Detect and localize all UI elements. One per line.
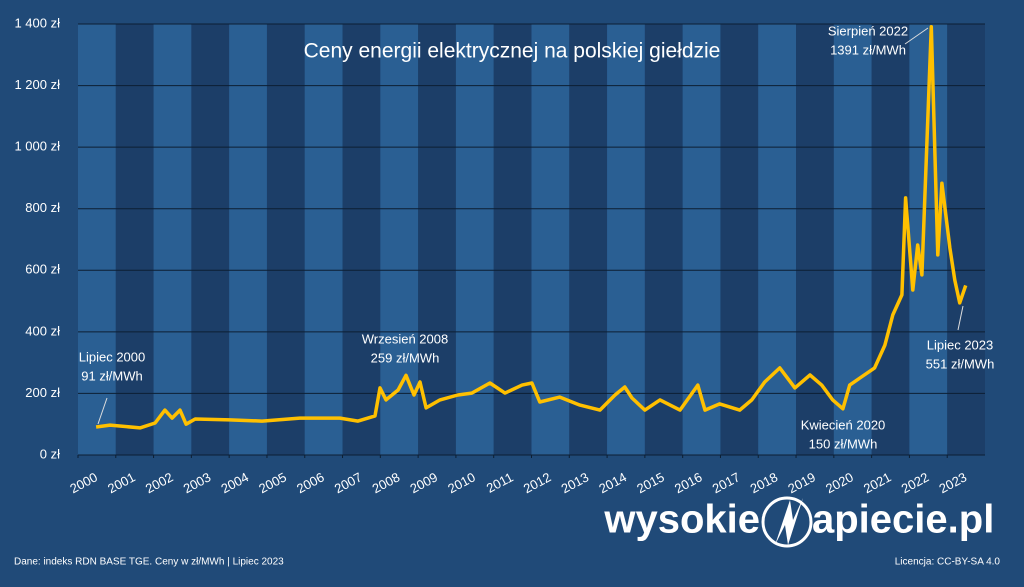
logo-left: wysokie bbox=[603, 498, 760, 542]
chart-title: Ceny energii elektrycznej na polskiej gi… bbox=[304, 40, 721, 63]
y-tick-label: 200 zł bbox=[25, 385, 60, 400]
annotation: Lipiec 2000 bbox=[79, 349, 146, 364]
year-band bbox=[607, 24, 645, 455]
y-tick-label: 800 zł bbox=[25, 200, 60, 215]
year-band bbox=[304, 24, 343, 455]
annotation: Sierpień 2022 bbox=[828, 23, 908, 38]
year-band bbox=[380, 24, 419, 455]
y-tick-label: 1 200 zł bbox=[14, 77, 60, 92]
year-band bbox=[947, 24, 985, 455]
year-band bbox=[78, 24, 116, 455]
year-band bbox=[720, 24, 759, 455]
year-band bbox=[682, 24, 721, 455]
y-tick-label: 400 zł bbox=[25, 323, 60, 338]
annotation: Kwiecień 2020 bbox=[801, 417, 886, 432]
y-tick-label: 0 zł bbox=[40, 446, 60, 461]
year-band bbox=[191, 24, 230, 455]
year-band bbox=[153, 24, 192, 455]
annotation: 1391 zł/MWh bbox=[830, 42, 906, 57]
y-tick-label: 600 zł bbox=[25, 262, 60, 277]
year-band bbox=[342, 24, 381, 455]
y-tick-label: 1 000 zł bbox=[14, 139, 60, 154]
license-note: Licencja: CC-BY-SA 4.0 bbox=[895, 557, 1001, 568]
year-band bbox=[644, 24, 683, 455]
y-tick-label: 1 400 zł bbox=[14, 15, 60, 30]
year-band bbox=[796, 24, 834, 455]
annotation: Lipiec 2023 bbox=[927, 337, 994, 352]
annotation: 150 zł/MWh bbox=[809, 436, 878, 451]
year-band bbox=[531, 24, 570, 455]
price-line bbox=[95, 25, 968, 430]
year-band bbox=[758, 24, 797, 455]
annotation: Wrzesień 2008 bbox=[362, 331, 448, 346]
year-band bbox=[569, 24, 608, 455]
year-band bbox=[229, 24, 267, 455]
annotation-leader bbox=[97, 397, 108, 425]
annotation: 91 zł/MWh bbox=[81, 368, 142, 383]
year-band bbox=[833, 24, 872, 455]
logo-bolt bbox=[775, 498, 803, 545]
logo-icon bbox=[761, 496, 813, 548]
annotation-leader bbox=[957, 305, 964, 331]
year-band bbox=[115, 24, 154, 455]
year-band bbox=[418, 24, 456, 455]
annotation-leader bbox=[904, 27, 929, 45]
annotation: 551 zł/MWh bbox=[926, 356, 995, 371]
source-note: Dane: indeks RDN BASE TGE. Ceny w zł/MWh… bbox=[14, 557, 284, 568]
annotation: 259 zł/MWh bbox=[371, 350, 440, 365]
year-band bbox=[266, 24, 305, 455]
logo: wysokie apiecie.pl bbox=[603, 496, 994, 548]
logo-right: apiecie.pl bbox=[812, 498, 994, 542]
